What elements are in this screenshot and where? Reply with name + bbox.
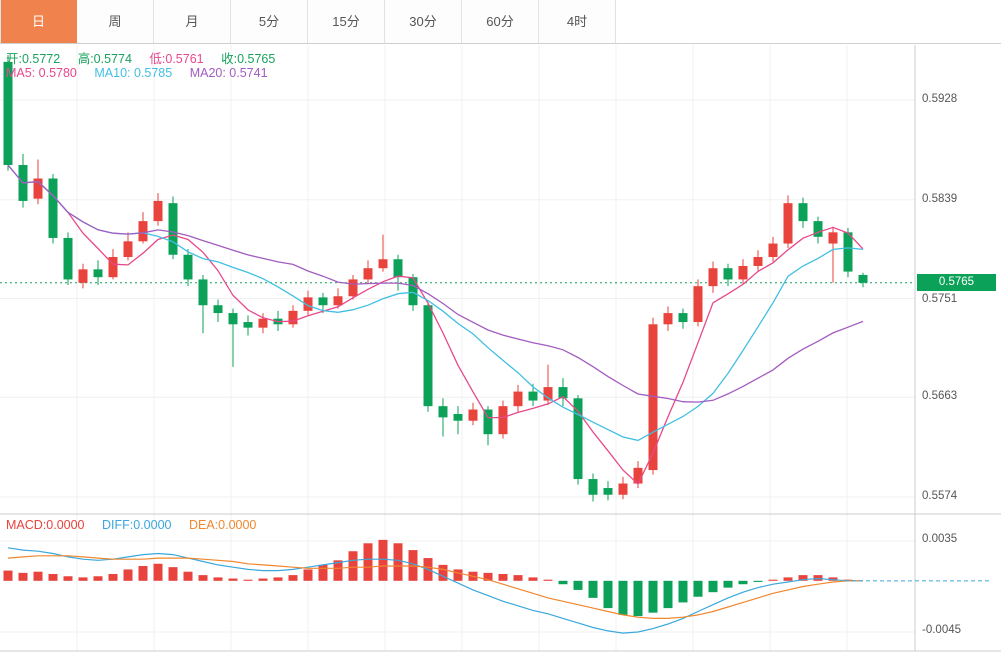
macd-axis-label: 0.0035 xyxy=(922,533,958,545)
dea-value: DEA:0.0000 xyxy=(188,518,257,532)
price-axis-label: 0.5751 xyxy=(922,293,958,305)
current-price-tag: 0.5765 xyxy=(917,274,996,291)
low-value: 低:0.5761 xyxy=(149,52,204,66)
tab-60min[interactable]: 60分 xyxy=(462,0,539,43)
ma-legend: MA5: 0.5780 MA10: 0.5785 MA20: 0.5741 xyxy=(6,66,282,80)
ma10-value: MA10: 0.5785 xyxy=(94,66,173,80)
tab-month[interactable]: 月 xyxy=(154,0,231,43)
diff-value: DIFF:0.0000 xyxy=(102,518,172,532)
tab-30min[interactable]: 30分 xyxy=(385,0,462,43)
ohlc-legend: 开:0.5772 高:0.5774 低:0.5761 收:0.5765 xyxy=(6,48,289,67)
candlestick-chart[interactable] xyxy=(0,45,1001,657)
ma20-value: MA20: 0.5741 xyxy=(189,66,268,80)
macd-axis-label: -0.0045 xyxy=(922,624,962,636)
tab-15min[interactable]: 15分 xyxy=(308,0,385,43)
close-value: 收:0.5765 xyxy=(221,52,276,66)
tab-day[interactable]: 日 xyxy=(0,0,77,43)
price-axis-label: 0.5928 xyxy=(922,93,958,105)
high-value: 高:0.5774 xyxy=(77,52,132,66)
price-axis-label: 0.5839 xyxy=(922,193,958,205)
macd-legend: MACD:0.0000 DIFF:0.0000 DEA:0.0000 xyxy=(6,518,270,532)
tab-5min[interactable]: 5分 xyxy=(231,0,308,43)
price-axis-label: 0.5574 xyxy=(922,490,958,502)
tab-week[interactable]: 周 xyxy=(77,0,154,43)
open-value: 开:0.5772 xyxy=(6,52,61,66)
price-axis-label: 0.5663 xyxy=(922,390,958,402)
timeframe-tabbar: 日 周 月 5分 15分 30分 60分 4时 xyxy=(0,0,1001,44)
ma5-value: MA5: 0.5780 xyxy=(6,66,77,80)
tab-4hour[interactable]: 4时 xyxy=(539,0,616,43)
macd-value: MACD:0.0000 xyxy=(6,518,85,532)
